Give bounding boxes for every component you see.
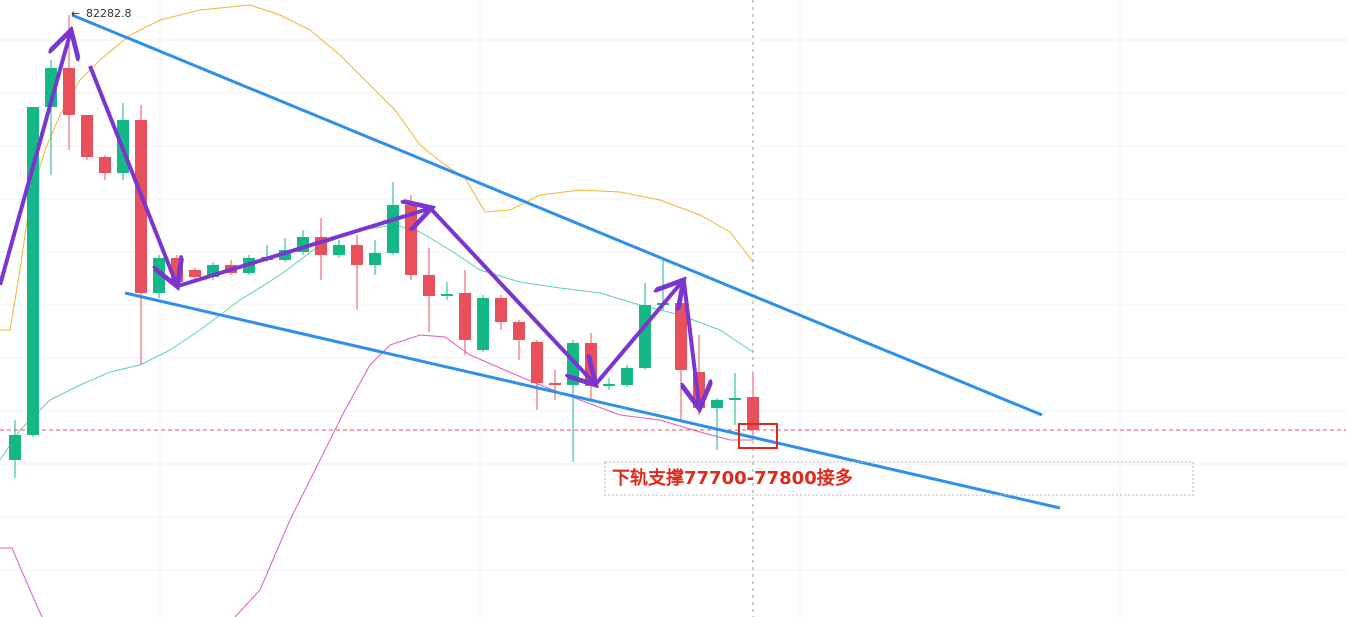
bollinger-lower (234, 334, 753, 617)
annotation-box (604, 461, 1194, 496)
candle-body (423, 275, 435, 296)
candles (9, 15, 759, 478)
candle-body (603, 384, 615, 386)
candle-body (153, 258, 165, 293)
candle-body (639, 305, 651, 368)
candle-body (27, 107, 39, 435)
candle-body (711, 400, 723, 408)
candle-body (387, 205, 399, 253)
wave-arrows (0, 34, 699, 405)
bollinger-lower (0, 547, 43, 617)
candle-body (9, 435, 21, 460)
candle-body (513, 322, 525, 340)
candle-body (531, 342, 543, 383)
annotation: 下轨支撑77700-77800接多 (612, 467, 853, 489)
candle-body (729, 398, 741, 400)
candle-body (135, 120, 147, 293)
max-arrow: ← (71, 7, 80, 20)
bollinger-upper (0, 4, 754, 331)
candle-body (459, 293, 471, 340)
candle-body (189, 270, 201, 277)
candle-body (495, 298, 507, 322)
candle-body (99, 157, 111, 173)
trend-line-lower (124, 291, 1061, 510)
max-price-label: 82282.8 (86, 7, 132, 20)
candle-body (747, 397, 759, 430)
candle-body (621, 368, 633, 385)
candle-body (549, 383, 561, 385)
candle-body (477, 298, 489, 350)
candle-body (675, 303, 687, 370)
trend-line-upper (71, 13, 1043, 417)
candle-body (63, 68, 75, 115)
candle-body (351, 245, 363, 265)
candle-body (369, 253, 381, 265)
highlight-box (738, 423, 778, 449)
candle-body (81, 115, 93, 157)
candle-body (333, 245, 345, 255)
candle-body (441, 294, 453, 296)
